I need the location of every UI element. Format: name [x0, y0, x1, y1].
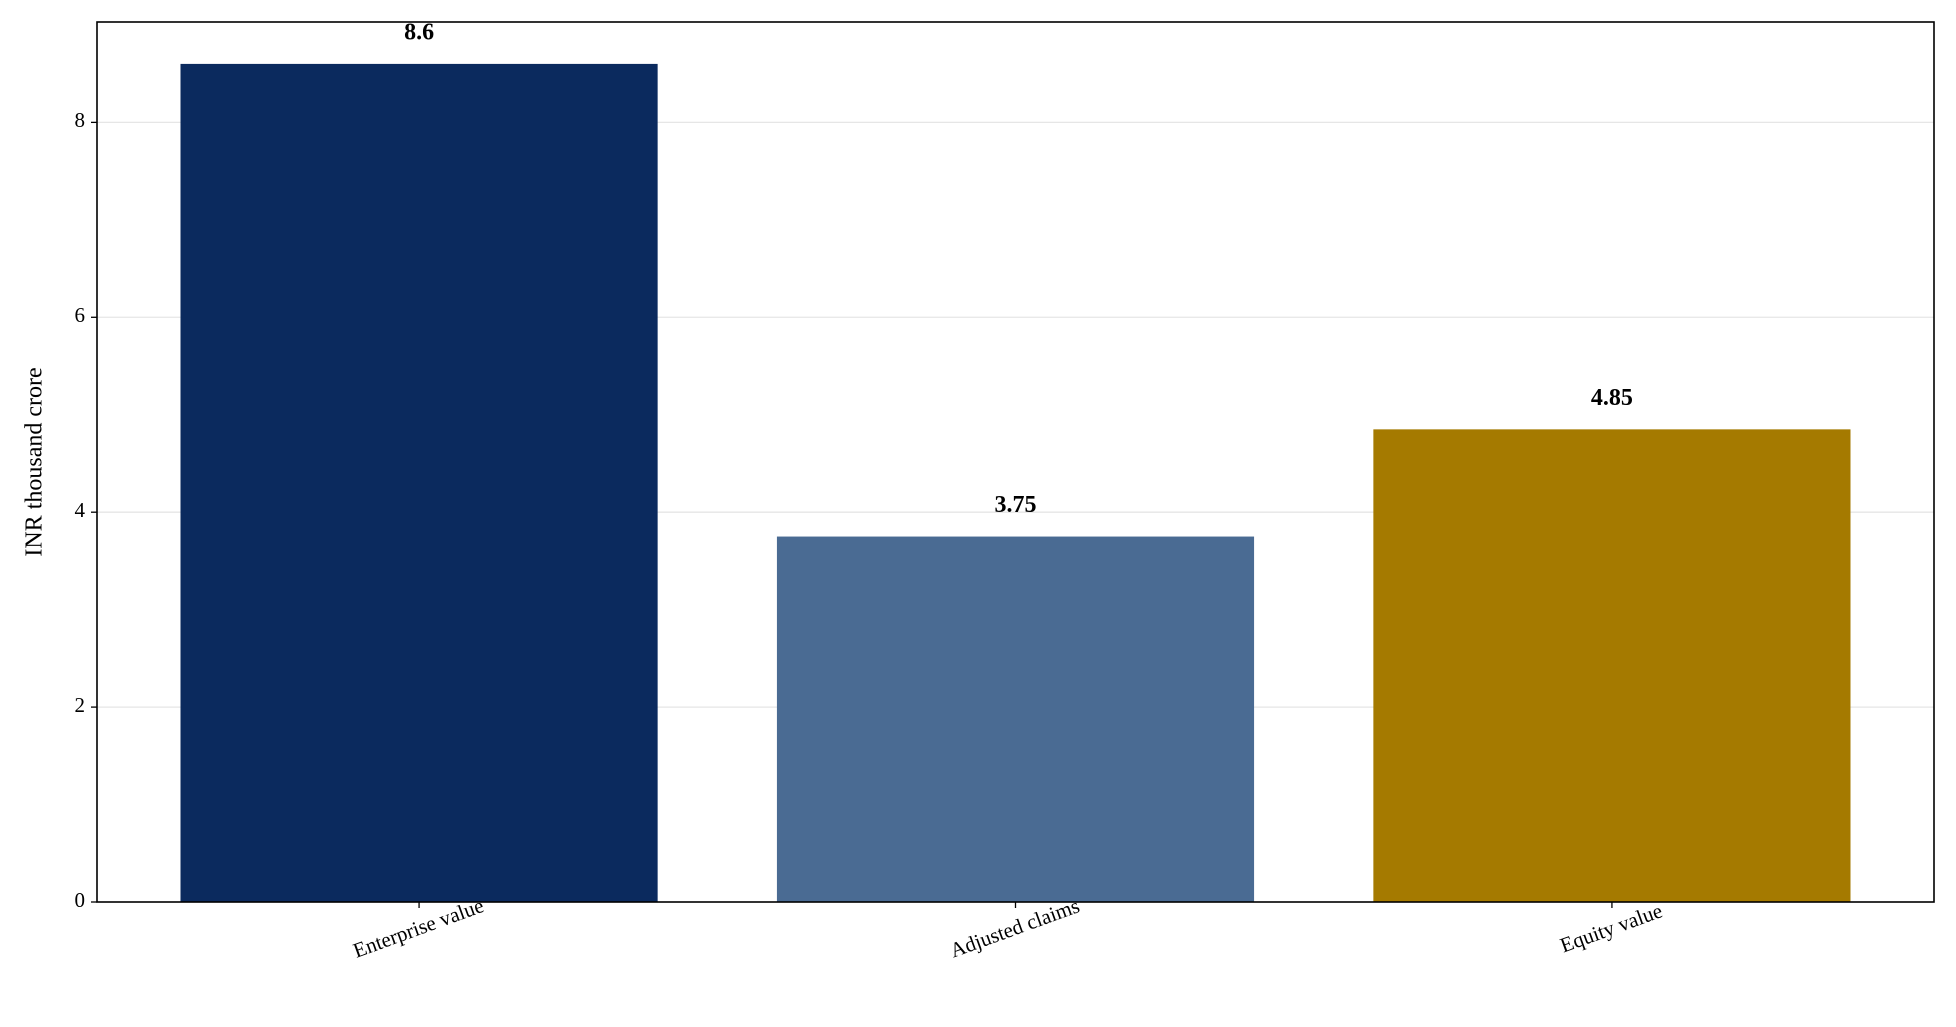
y-tick-label: 4	[75, 498, 86, 522]
x-tick-label: Equity value	[1557, 898, 1666, 957]
plot-frame	[96, 21, 1935, 903]
bar	[776, 536, 1255, 902]
value-label: 8.6	[404, 19, 434, 45]
x-tick-label: Enterprise value	[350, 893, 487, 962]
bar	[1373, 429, 1851, 902]
y-tick-label: 2	[75, 693, 86, 717]
x-tick-label: Adjusted claims	[947, 893, 1083, 962]
bar	[180, 63, 658, 902]
y-tick-label: 8	[75, 108, 86, 132]
value-label: 4.85	[1591, 385, 1633, 411]
y-tick-label: 6	[75, 303, 86, 327]
y-tick-label: 0	[75, 888, 86, 912]
y-axis-label: INR thousand crore	[22, 367, 48, 556]
value-label: 3.75	[995, 492, 1037, 518]
